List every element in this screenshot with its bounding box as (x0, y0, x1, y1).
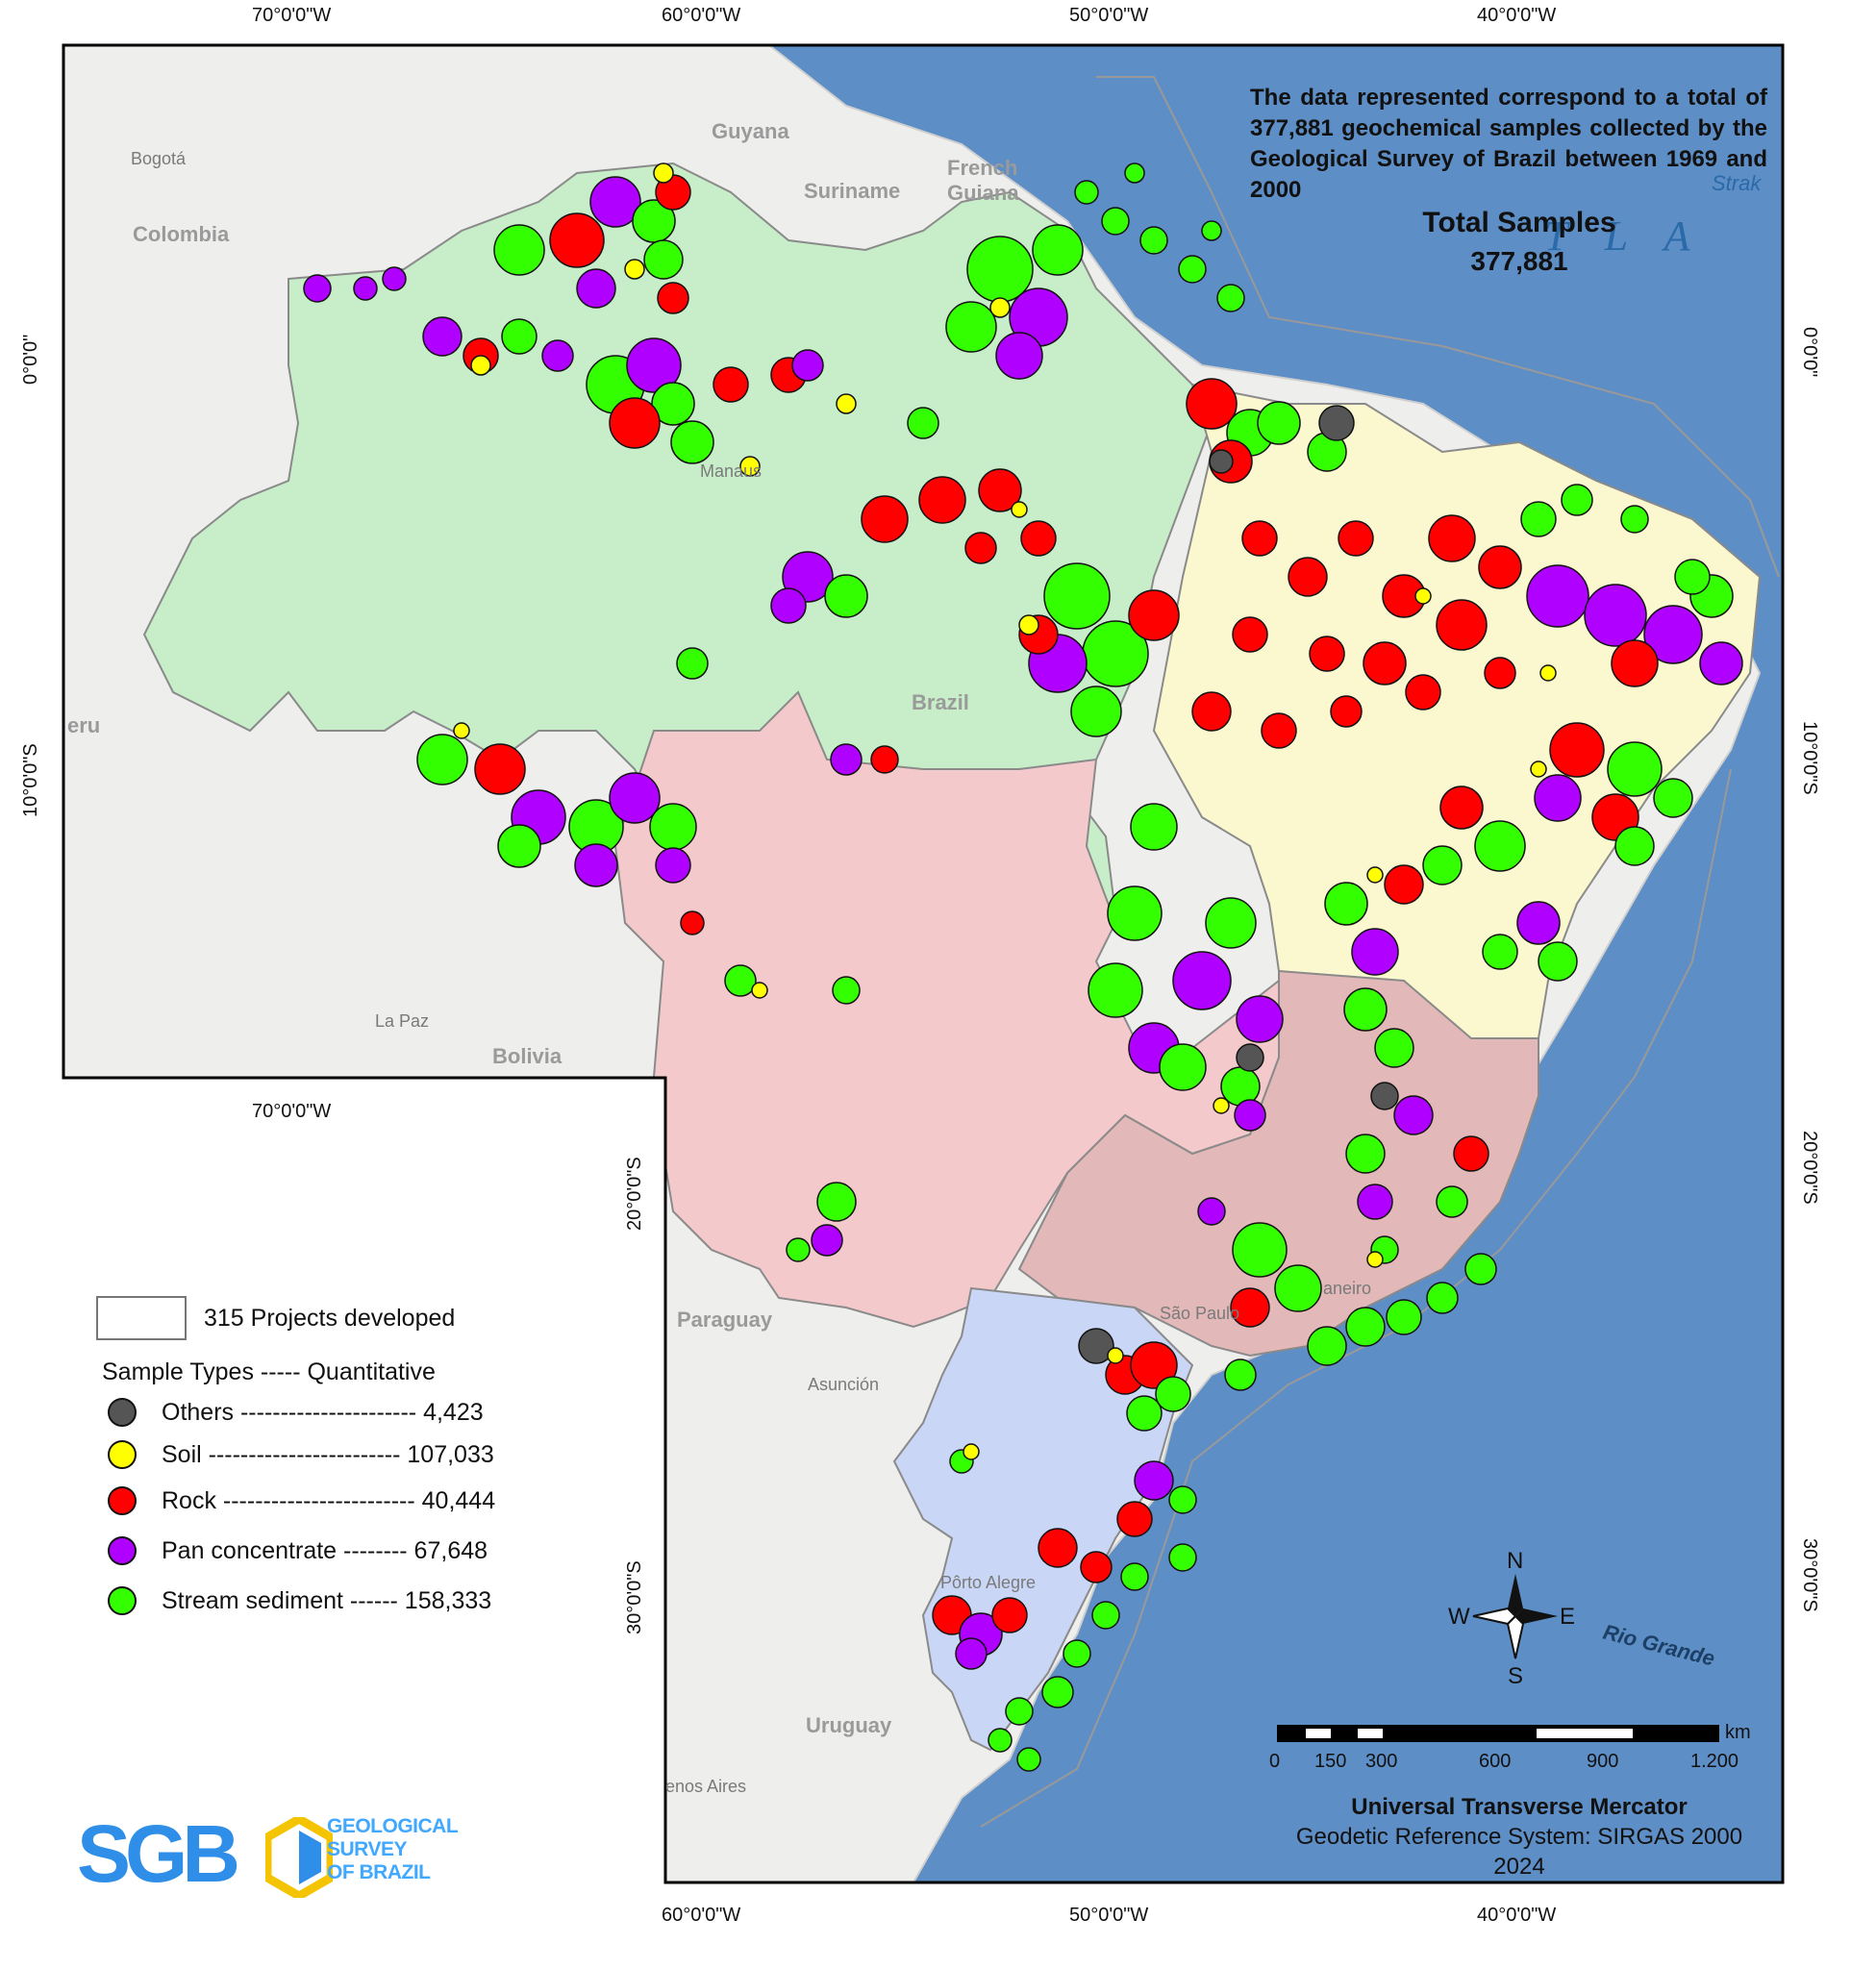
graticule-left-20s: 20°0'0"S (624, 1157, 645, 1231)
legend-projects-label: 315 Projects developed (204, 1304, 456, 1332)
label-colombia: Colombia (133, 222, 230, 246)
sgb-logo: SGB GEOLOGICAL SURVEY OF BRAZIL (77, 1807, 500, 1904)
graticule-left-0: 0°0'0" (20, 335, 41, 385)
label-rio: aneiro (1323, 1279, 1371, 1298)
graticule-bottom-40w: 40°0'0"W (1477, 1905, 1556, 1926)
graticule-mid-70w: 70°0'0"W (252, 1101, 331, 1122)
graticule-top-60w: 60°0'0"W (662, 5, 740, 26)
legend-item-pan: Pan concentrate -------- 67,648 (96, 1526, 596, 1576)
label-strak: Strak (1712, 171, 1762, 195)
logo-letters: SGB (77, 1808, 240, 1899)
legend: 315 Projects developed Sample Types ----… (96, 1293, 596, 1626)
label-porto-alegre: Pôrto Alegre (940, 1573, 1036, 1592)
map-frame (62, 43, 1785, 1884)
label-french-guiana-2: Guiana (947, 181, 1019, 205)
projection-name: Universal Transverse Mercator (1351, 1794, 1688, 1820)
dot-soil (108, 1440, 137, 1469)
legend-projects: 315 Projects developed (96, 1293, 596, 1343)
label-ocean: T L A (1544, 212, 1703, 260)
info-text: The data represented correspond to a tot… (1250, 85, 1767, 203)
legend-item-stream: Stream sediment ------ 158,333 (96, 1576, 596, 1626)
graticule-right-10s: 10°0'0"S (1799, 721, 1820, 795)
label-french-guiana-1: French (947, 156, 1017, 180)
graticule-left-30s: 30°0'0"S (624, 1560, 645, 1634)
scale-bar: km 0 150 300 600 900 1.200 (1269, 1722, 1751, 1772)
scale-tick-600: 600 (1479, 1751, 1511, 1772)
label-guyana: Guyana (712, 119, 789, 143)
projection-datum: Geodetic Reference System: SIRGAS 2000 (1295, 1824, 1743, 1850)
total-samples: Total Samples 377,881 (1365, 204, 1673, 281)
north-arrow: N S E W (1448, 1548, 1575, 1689)
label-bogota: Bogotá (131, 149, 187, 168)
graticule-top-40w: 40°0'0"W (1477, 5, 1556, 26)
graticule-right-30s: 30°0'0"S (1799, 1538, 1820, 1612)
label-paraguay: Paraguay (677, 1308, 773, 1332)
graticule-right-0: 0°0'0" (1799, 327, 1820, 377)
label-buenos-aires: enos Aires (665, 1777, 746, 1796)
projection-year: 2024 (1493, 1854, 1545, 1880)
scale-tick-0: 0 (1269, 1751, 1280, 1772)
label-brazil: Brazil (912, 690, 969, 714)
legend-stream-label: Stream sediment ------ 158,333 (162, 1586, 492, 1614)
logo-line3: OF BRAZIL (327, 1861, 431, 1883)
legend-pan-label: Pan concentrate -------- 67,648 (162, 1536, 488, 1564)
sample-points (303, 162, 1743, 1772)
scale-unit: km (1725, 1722, 1751, 1743)
legend-rock-label: Rock ------------------------ 40,444 (162, 1486, 496, 1514)
logo-text: GEOLOGICAL SURVEY OF BRAZIL (327, 1815, 459, 1884)
legend-item-rock: Rock ------------------------ 40,444 (96, 1476, 596, 1526)
label-asuncion: Asunción (808, 1375, 879, 1394)
logo-line1: GEOLOGICAL (327, 1815, 459, 1837)
compass-e: E (1560, 1604, 1575, 1630)
label-la-paz: La Paz (375, 1011, 429, 1031)
legend-item-soil: Soil ------------------------ 107,033 (96, 1433, 596, 1476)
label-uruguay: Uruguay (806, 1713, 892, 1737)
scale-tick-150: 150 (1314, 1751, 1346, 1772)
logo-hexagon-icon (265, 1817, 333, 1898)
graticule-bottom-60w: 60°0'0"W (662, 1905, 740, 1926)
legend-soil-label: Soil ------------------------ 107,033 (162, 1440, 494, 1468)
label-suriname: Suriname (804, 179, 900, 203)
compass-s: S (1508, 1663, 1523, 1689)
dot-pan (108, 1536, 137, 1565)
legend-others-label: Others ---------------------- 4,423 (162, 1398, 484, 1426)
projection-info: Universal Transverse Mercator Geodetic R… (1250, 1792, 1788, 1882)
region-southeast (1017, 969, 1539, 1358)
label-sao-paulo: São Paulo (1160, 1304, 1239, 1323)
legend-item-others: Others ---------------------- 4,423 (96, 1391, 596, 1433)
compass-n: N (1507, 1548, 1523, 1574)
graticule-left-10s: 10°0'0"S (20, 743, 41, 817)
total-samples-value: 377,881 (1470, 246, 1568, 276)
graticule-top-70w: 70°0'0"W (252, 5, 331, 26)
legend-header-label: Sample Types ----- Quantitative (102, 1358, 436, 1385)
dot-stream (108, 1586, 137, 1615)
graticule-top-50w: 50°0'0"W (1069, 5, 1148, 26)
legend-header: Sample Types ----- Quantitative (102, 1353, 596, 1391)
dot-others (108, 1398, 137, 1427)
label-manaus: Manaus (700, 461, 762, 481)
graticule-bottom-50w: 50°0'0"W (1069, 1905, 1148, 1926)
label-bolivia: Bolivia (492, 1044, 563, 1068)
scale-tick-1200: 1.200 (1690, 1751, 1738, 1772)
project-box-swatch (96, 1296, 187, 1340)
scale-tick-300: 300 (1365, 1751, 1397, 1772)
label-peru: eru (67, 713, 100, 737)
scale-tick-900: 900 (1587, 1751, 1618, 1772)
logo-line2: SURVEY (327, 1838, 407, 1860)
graticule-right-20s: 20°0'0"S (1799, 1131, 1820, 1205)
compass-w: W (1448, 1604, 1470, 1630)
total-samples-label: Total Samples (1422, 207, 1616, 238)
dot-rock (108, 1486, 137, 1515)
